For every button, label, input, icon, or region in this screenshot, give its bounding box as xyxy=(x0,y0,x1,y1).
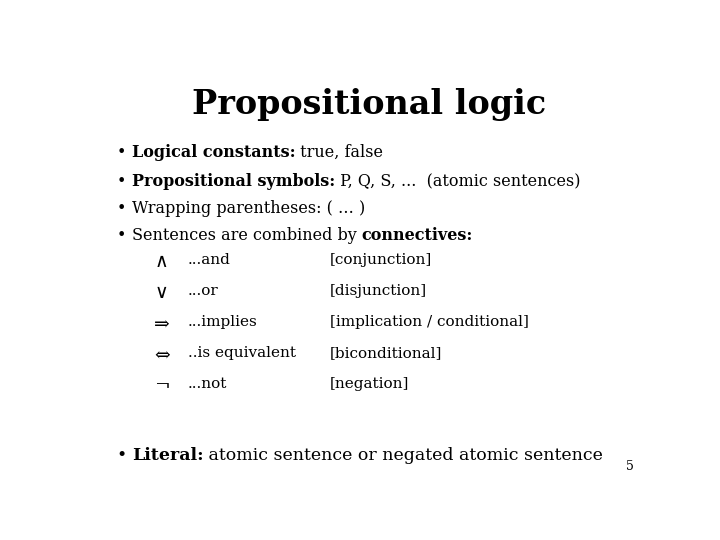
Text: ..is equivalent: ..is equivalent xyxy=(188,346,296,360)
Text: •: • xyxy=(117,200,126,217)
Text: [negation]: [negation] xyxy=(330,377,409,392)
Text: ...implies: ...implies xyxy=(188,315,258,329)
Text: 5: 5 xyxy=(626,460,634,473)
Text: •: • xyxy=(117,447,127,463)
Text: ∨: ∨ xyxy=(154,284,168,302)
Text: [disjunction]: [disjunction] xyxy=(330,284,427,298)
Text: atomic sentence or negated atomic sentence: atomic sentence or negated atomic senten… xyxy=(204,447,603,463)
Text: [biconditional]: [biconditional] xyxy=(330,346,442,360)
Text: •: • xyxy=(117,144,126,161)
Text: ∧: ∧ xyxy=(154,253,168,271)
Text: [implication / conditional]: [implication / conditional] xyxy=(330,315,528,329)
Text: Sentences are combined by: Sentences are combined by xyxy=(132,227,361,244)
Text: true, false: true, false xyxy=(295,144,384,161)
Text: •: • xyxy=(117,227,126,244)
Text: Propositional logic: Propositional logic xyxy=(192,87,546,120)
Text: connectives:: connectives: xyxy=(361,227,473,244)
Text: ...and: ...and xyxy=(188,253,230,267)
Text: P, Q, S, ...  (atomic sentences): P, Q, S, ... (atomic sentences) xyxy=(335,173,580,190)
Text: Propositional symbols:: Propositional symbols: xyxy=(132,173,335,190)
Text: ...not: ...not xyxy=(188,377,227,392)
Text: ¬: ¬ xyxy=(154,377,170,395)
Text: ...or: ...or xyxy=(188,284,218,298)
Text: ⇔: ⇔ xyxy=(154,346,170,364)
Text: ⇒: ⇒ xyxy=(154,315,170,333)
Text: Logical constants:: Logical constants: xyxy=(132,144,295,161)
Text: •: • xyxy=(117,173,126,190)
Text: [conjunction]: [conjunction] xyxy=(330,253,432,267)
Text: Wrapping parentheses: ( … ): Wrapping parentheses: ( … ) xyxy=(132,200,365,217)
Text: Literal:: Literal: xyxy=(132,447,204,463)
